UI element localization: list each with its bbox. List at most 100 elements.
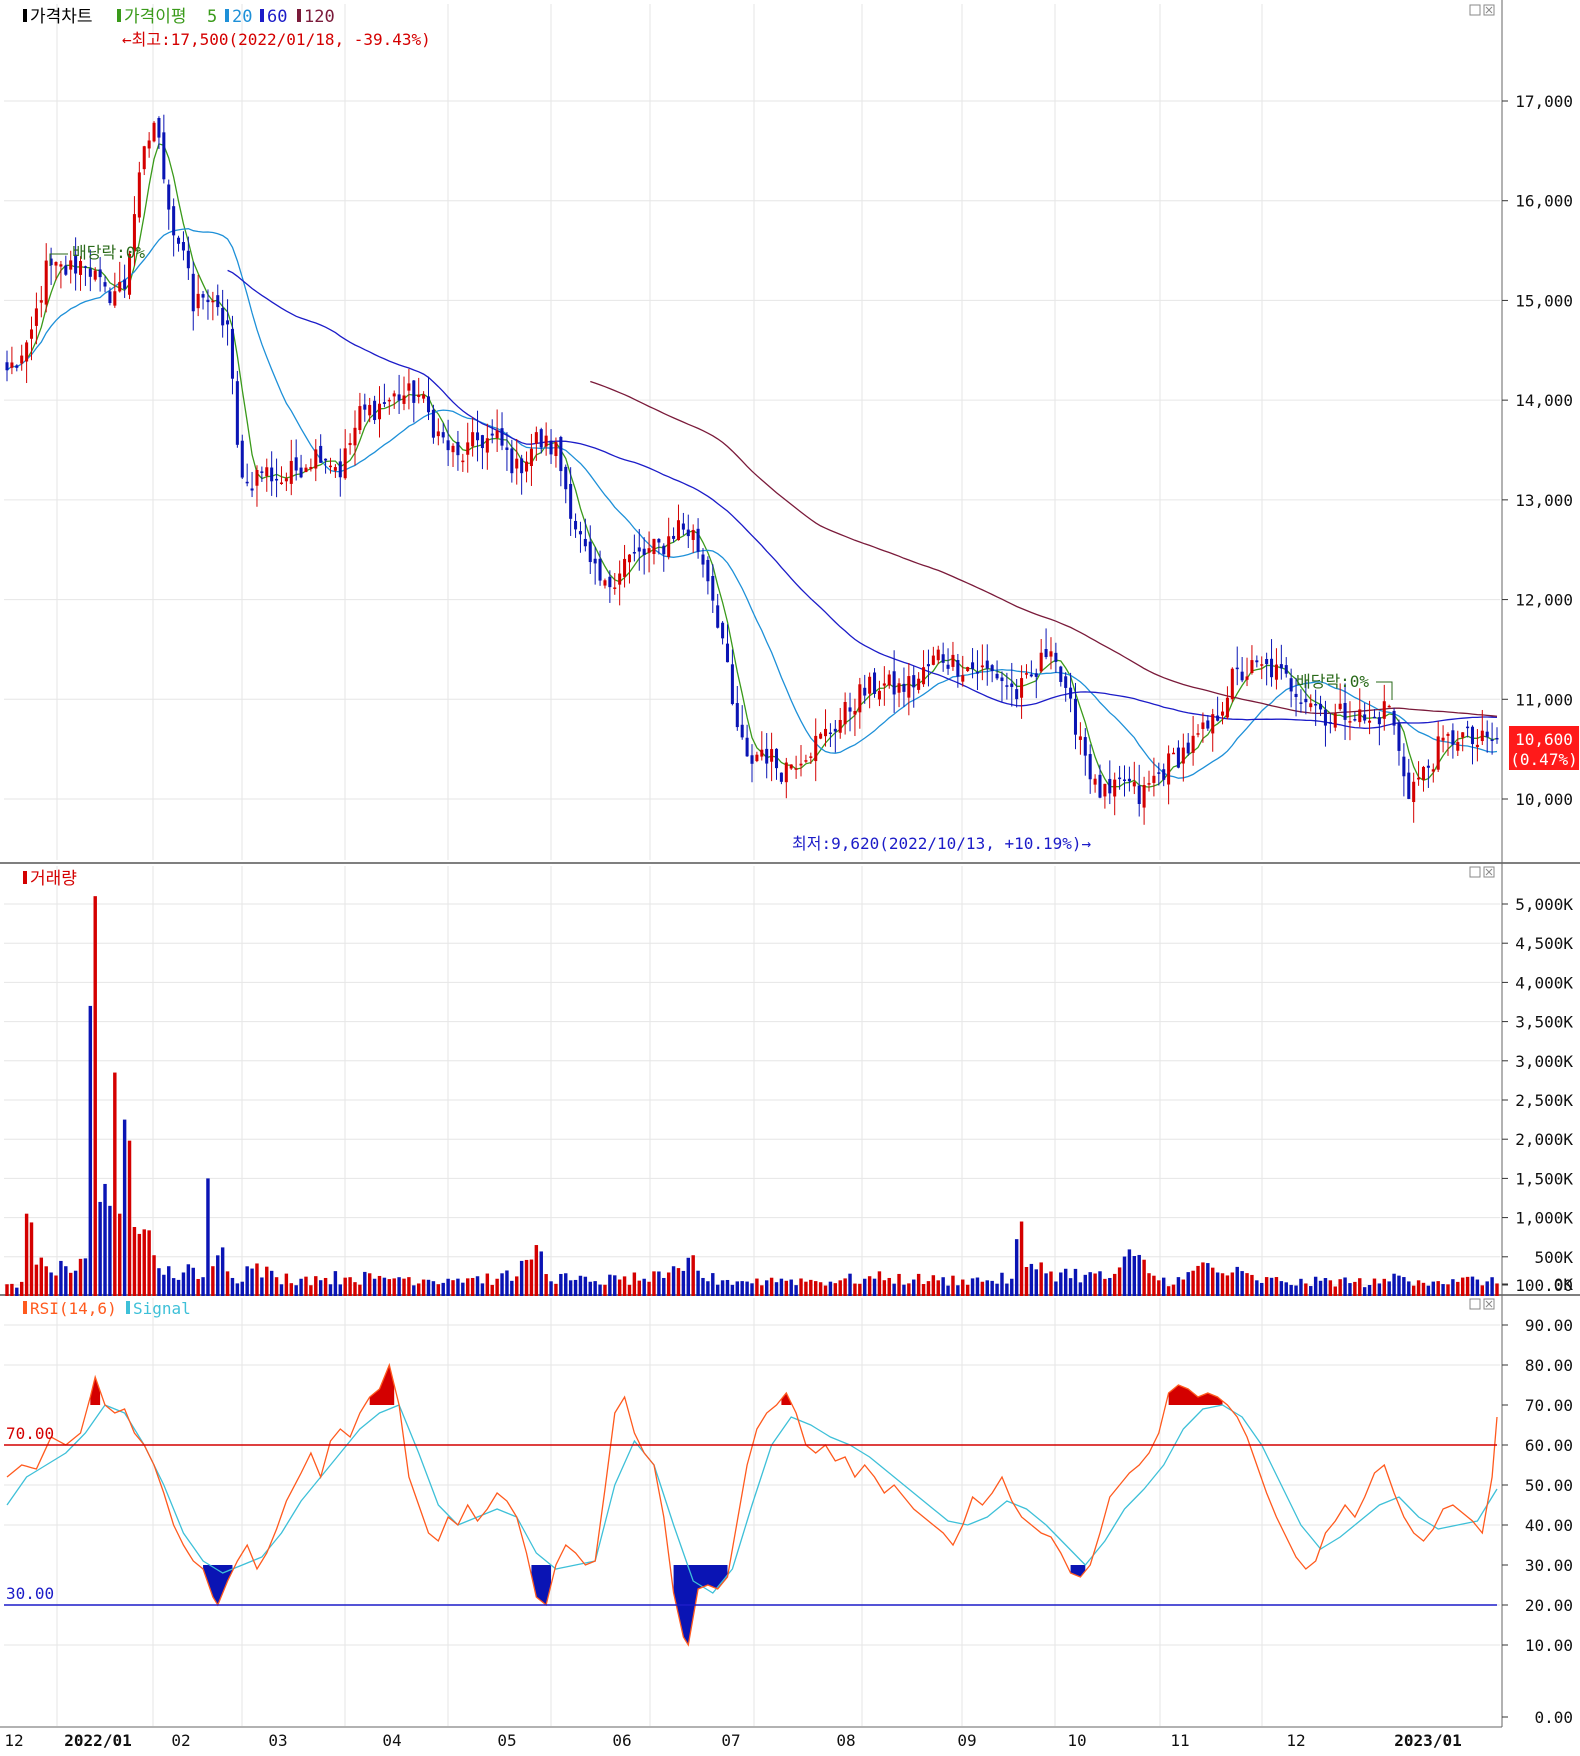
candle	[1029, 660, 1033, 678]
volume-bar	[431, 1281, 436, 1296]
volume-panel-controls[interactable]	[1469, 866, 1495, 878]
candle	[1461, 732, 1465, 752]
volume-bar	[1328, 1280, 1333, 1296]
candle	[721, 621, 725, 645]
candle	[539, 427, 543, 454]
volume-bar	[421, 1279, 426, 1296]
price-panel-controls[interactable]	[1469, 4, 1495, 16]
volume-bar	[789, 1279, 793, 1296]
candle	[1309, 694, 1313, 712]
x-tick-label: 2022/01	[64, 1731, 131, 1750]
minimize-icon[interactable]	[1469, 4, 1481, 16]
candle	[980, 644, 984, 681]
volume-bar	[230, 1277, 235, 1296]
close-icon[interactable]	[1483, 1298, 1495, 1310]
x-tick-label: 12	[1286, 1731, 1305, 1750]
volume-bar	[1044, 1273, 1048, 1296]
volume-bar	[1451, 1279, 1455, 1296]
volume-bar	[666, 1272, 671, 1296]
volume-bar	[1010, 1278, 1014, 1296]
rsi-zone-fill	[90, 1377, 101, 1405]
close-icon[interactable]	[1483, 4, 1495, 16]
candle	[387, 397, 391, 415]
volume-bar	[485, 1273, 490, 1296]
candle	[1211, 708, 1215, 752]
low-annotation: 최저:9,620(2022/10/13, +10.19%)→	[792, 834, 1092, 853]
volume-bar	[1083, 1274, 1088, 1296]
y-tick-label: 2,500K	[1515, 1091, 1573, 1110]
volume-bar	[39, 1257, 44, 1296]
volume-bar	[1196, 1265, 1200, 1296]
candle	[926, 649, 930, 687]
volume-bar	[764, 1280, 769, 1296]
candle	[544, 422, 548, 456]
minimize-icon[interactable]	[1469, 1298, 1481, 1310]
volume-bar	[78, 1258, 83, 1296]
volume-bar	[59, 1260, 63, 1296]
volume-bar	[1382, 1278, 1386, 1296]
candle	[971, 648, 975, 679]
volume-bar	[83, 1258, 88, 1296]
volume-bar	[1431, 1281, 1435, 1296]
candle	[1181, 733, 1185, 782]
candle	[289, 439, 293, 496]
volume-bar	[706, 1281, 710, 1296]
volume-bar	[1348, 1283, 1352, 1296]
candle	[750, 744, 754, 783]
volume-bar	[122, 1119, 127, 1296]
volume-bar	[225, 1271, 230, 1296]
volume-bar	[196, 1278, 200, 1296]
candle	[211, 291, 215, 321]
candle	[902, 667, 906, 707]
candle	[525, 451, 529, 483]
volume-bar	[1372, 1278, 1377, 1296]
y-tick-label: 20.00	[1525, 1596, 1573, 1615]
volume-bar	[853, 1283, 857, 1296]
candle	[1475, 729, 1479, 762]
candle	[1147, 770, 1151, 792]
volume-bar	[681, 1270, 686, 1296]
rsi-zone-fill	[203, 1565, 233, 1605]
candle	[1446, 732, 1450, 756]
candle	[348, 433, 352, 455]
volume-bar	[818, 1282, 823, 1296]
candle	[892, 650, 896, 713]
volume-bar	[216, 1255, 220, 1296]
x-tick-label: 04	[382, 1731, 401, 1750]
candle	[922, 650, 926, 687]
volume-bar	[255, 1263, 259, 1296]
volume-bar	[490, 1284, 494, 1296]
y-tick-label: 500K	[1534, 1248, 1573, 1267]
candle	[1216, 696, 1220, 722]
volume-bar	[363, 1271, 367, 1296]
minimize-icon[interactable]	[1469, 866, 1481, 878]
volume-bar	[1181, 1279, 1186, 1296]
candle	[1265, 652, 1269, 686]
candle	[54, 261, 58, 281]
volume-bar	[1411, 1285, 1416, 1296]
volume-bar	[152, 1255, 156, 1296]
candle	[181, 231, 185, 261]
close-icon[interactable]	[1483, 866, 1495, 878]
candle	[907, 663, 911, 716]
rsi-panel-controls[interactable]	[1469, 1298, 1495, 1310]
candle	[995, 660, 999, 681]
volume-bar	[559, 1273, 563, 1296]
volume-bar	[118, 1213, 122, 1296]
rsi-zone-fill	[369, 1365, 395, 1405]
candle	[299, 454, 303, 479]
volume-bar	[902, 1284, 906, 1296]
volume-bar	[804, 1281, 808, 1296]
candle	[152, 121, 156, 143]
volume-bar	[676, 1268, 681, 1296]
candle	[574, 513, 578, 538]
candle	[123, 264, 127, 298]
volume-bar	[715, 1284, 720, 1296]
candle	[436, 418, 440, 446]
volume-bar	[941, 1277, 945, 1296]
volume-bars	[5, 896, 1499, 1296]
volume-bar	[1225, 1275, 1230, 1296]
volume-bar	[304, 1276, 308, 1296]
price-y-axis: 17,000 16,000 15,000 14,000 13,000 12,000 11,0…	[1502, 92, 1573, 809]
volume-bar	[73, 1270, 78, 1296]
